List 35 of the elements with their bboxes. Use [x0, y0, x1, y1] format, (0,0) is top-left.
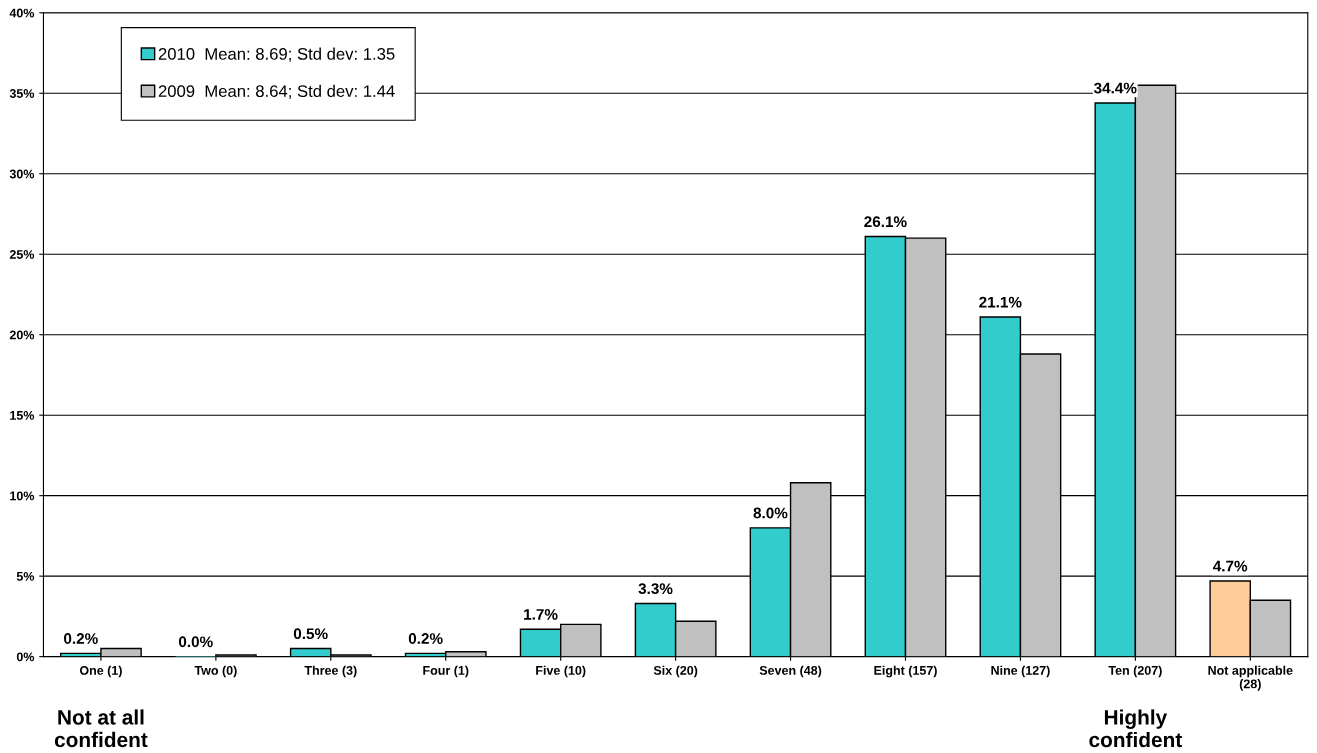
- legend-label: 2010 Mean: 8.69; Std dev: 1.35: [158, 47, 395, 62]
- text: Highly confident: [1089, 709, 1182, 748]
- y-tick-label: 0%: [16, 652, 35, 662]
- data-label: 8.0%: [753, 507, 788, 519]
- y-tick-label: 15%: [10, 411, 35, 420]
- x-tick-label: Three (3): [304, 665, 357, 678]
- data-label: 0.0%: [178, 636, 213, 648]
- text: Not at all confident: [54, 709, 148, 748]
- x-tick-label: Seven (48): [759, 665, 822, 678]
- data-label: 0.2%: [408, 633, 443, 644]
- x-tick-label: Not applicable (28): [1208, 665, 1293, 691]
- y-tick-label: 40%: [9, 8, 35, 18]
- x-tick-label: Five (10): [536, 665, 586, 678]
- x-tick-label: Nine (127): [991, 665, 1050, 678]
- legend-label: 2009 Mean: 8.64; Std dev: 1.44: [158, 84, 395, 99]
- y-tick-label: 30%: [9, 169, 35, 179]
- data-label: 34.4%: [1093, 82, 1137, 94]
- x-tick-label: Six (20): [653, 665, 698, 678]
- x-tick-label: One (1): [79, 665, 122, 678]
- y-tick-label: 35%: [9, 89, 35, 98]
- data-label: 26.1%: [864, 216, 907, 228]
- data-label: 4.7%: [1213, 560, 1248, 572]
- data-label: 0.5%: [293, 628, 328, 640]
- data-label: 21.1%: [979, 296, 1022, 308]
- data-label: 0.2%: [64, 633, 98, 644]
- x-tick-label: Four (1): [423, 665, 469, 678]
- y-tick-label: 5%: [16, 571, 35, 581]
- data-label: 3.3%: [638, 583, 673, 595]
- y-tick-label: 20%: [9, 330, 35, 340]
- x-tick-label: Eight (157): [874, 665, 937, 678]
- x-tick-label: Ten (207): [1108, 665, 1162, 678]
- x-tick-label: Two (0): [194, 665, 237, 678]
- y-tick-label: 25%: [9, 250, 35, 259]
- y-tick-label: 10%: [10, 491, 35, 501]
- data-label: 1.7%: [524, 609, 558, 620]
